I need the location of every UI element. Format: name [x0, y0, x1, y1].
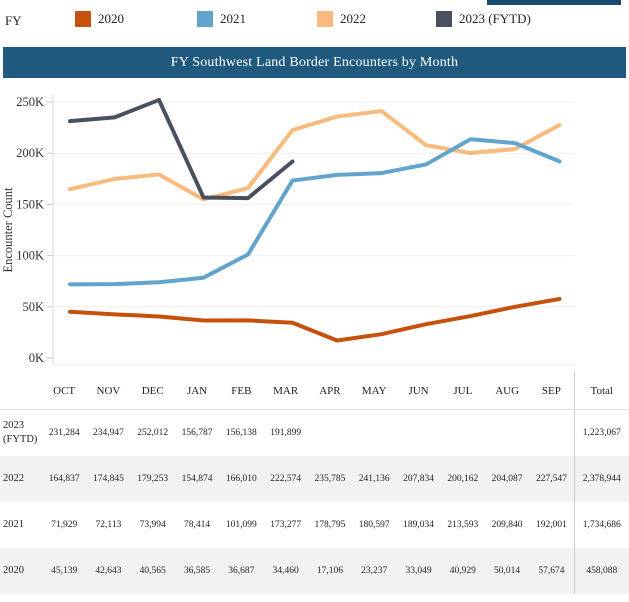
value-cell: 192,001: [535, 520, 567, 530]
value-cell: 156,138: [225, 428, 257, 438]
encounters-table: OCT NOV DEC JAN FEB MAR APR MAY JUN JUL AUG SEP Tota…: [0, 372, 629, 594]
value-cell: 40,565: [139, 566, 166, 576]
value-cell: 40,929: [449, 566, 476, 576]
table-row: 2022 164,837 174,845 179,253 154,874 166,010 2…: [0, 456, 629, 502]
value-cell: 189,034: [403, 520, 434, 530]
table-row: 2020 45,139 42,643 40,565 36,585 36,687 34,460…: [0, 548, 629, 594]
line-2020[interactable]: [68, 296, 562, 343]
month-header: OCT: [53, 384, 76, 397]
value-cell: 33,049: [405, 566, 432, 576]
table-header-row: OCT NOV DEC JAN FEB MAR APR MAY JUN JUL AUG SEP Tota…: [0, 372, 629, 410]
legend-item-2020[interactable]: 2020: [75, 11, 124, 27]
legend-swatch-2023: [436, 11, 452, 27]
month-header: JAN: [186, 384, 208, 397]
value-cell: 45,139: [51, 566, 78, 576]
month-header: APR: [319, 384, 341, 397]
table-row: 2023 (FYTD) 231,284 234,947 252,012 156,787 1…: [0, 410, 629, 456]
value-cell: 173,277: [270, 520, 302, 530]
legend-label-2020: 2020: [98, 11, 124, 26]
total-cell: 458,088: [573, 548, 629, 594]
line-2023[interactable]: [68, 97, 295, 201]
value-cell: 164,837: [48, 474, 80, 484]
month-header: FEB: [231, 384, 252, 397]
value-cell: 204,087: [491, 474, 523, 484]
value-cell: 34,460: [272, 566, 299, 576]
value-cell: 156,787: [181, 428, 213, 438]
legend-fy-label: FY: [5, 13, 22, 28]
value-cell: 23,237: [361, 566, 388, 576]
y-tick-label: 150K: [16, 197, 44, 211]
value-cell: 57,674: [538, 566, 565, 576]
row-label: 2021: [3, 519, 24, 531]
value-cell: 71,929: [51, 520, 78, 530]
month-header: NOV: [96, 384, 121, 397]
value-cell: 180,597: [358, 520, 390, 530]
y-tick-label: 250K: [16, 95, 44, 109]
value-cell: 200,162: [447, 474, 479, 484]
value-cell: 209,840: [491, 520, 523, 530]
cutoff-toolbar-strip: [487, 0, 621, 5]
value-cell: 213,593: [447, 520, 479, 530]
encounters-chart: 0K 50K 100K 150K 200K 250K Encounter Count: [1, 94, 575, 366]
value-cell: 36,585: [183, 566, 211, 576]
value-cell: 222,574: [270, 474, 302, 484]
value-cell: 179,253: [137, 474, 169, 484]
y-tick-label: 200K: [16, 146, 44, 160]
total-cell: 1,223,067: [573, 410, 629, 456]
value-cell: 73,994: [139, 520, 166, 530]
value-cell: 154,874: [181, 474, 213, 484]
y-tick-label: 0K: [29, 351, 44, 365]
legend-label-2021: 2021: [220, 11, 246, 26]
value-cell: 174,845: [93, 474, 124, 484]
line-2021[interactable]: [68, 137, 562, 287]
legend-item-2022[interactable]: 2022: [317, 11, 366, 27]
row-label: 2023 (FYTD): [3, 420, 38, 445]
month-header: DEC: [141, 384, 164, 397]
legend-swatch-2022: [317, 11, 333, 27]
value-cell: 78,414: [183, 520, 211, 530]
row-label: 2022: [3, 473, 24, 485]
legend-swatch-2020: [75, 11, 91, 27]
month-header: AUG: [495, 384, 520, 397]
month-header: JUL: [453, 384, 473, 397]
legend-swatch-2021: [197, 11, 213, 27]
value-cell: 234,947: [93, 428, 124, 438]
legend-label-2023: 2023 (FYTD): [459, 11, 531, 26]
month-header: JUN: [408, 384, 429, 397]
value-cell: 72,113: [95, 520, 122, 530]
chart-title-bar: FY Southwest Land Border Encounters by M…: [3, 47, 626, 78]
legend-item-2023[interactable]: 2023 (FYTD): [436, 11, 531, 27]
value-cell: 231,284: [48, 428, 80, 438]
total-cell: 2,378,944: [573, 456, 629, 502]
value-cell: 17,106: [316, 566, 343, 576]
chart-area: 0K 50K 100K 150K 200K 250K Encounter Count: [0, 80, 629, 372]
value-cell: 227,547: [535, 474, 567, 484]
table-row: 2021 71,929 72,113 73,994 78,414 101,099 173,2…: [0, 502, 629, 548]
y-tick-label: 50K: [22, 300, 44, 314]
value-cell: 235,785: [314, 474, 346, 484]
legend-label-2022: 2022: [340, 11, 366, 26]
legend-item-2021[interactable]: 2021: [197, 11, 246, 27]
row-label: 2020: [3, 565, 24, 577]
value-cell: 252,012: [137, 428, 169, 438]
line-2022[interactable]: [68, 109, 562, 202]
value-cell: 166,010: [225, 474, 257, 484]
y-tick-label: 100K: [16, 249, 44, 263]
value-cell: 191,899: [270, 428, 302, 438]
value-cell: 207,834: [403, 474, 434, 484]
value-cell: 178,795: [314, 520, 346, 530]
total-header: Total: [573, 372, 629, 409]
value-cell: 36,687: [228, 566, 255, 576]
month-header: SEP: [541, 384, 561, 397]
value-cell: 42,643: [95, 566, 122, 576]
value-cell: 101,099: [225, 520, 257, 530]
value-cell: 241,136: [358, 474, 390, 484]
month-header: MAY: [361, 384, 387, 397]
legend-bar: FY 2020 2021 2022 2023 (FYTD): [0, 0, 629, 44]
y-axis-title: Encounter Count: [1, 187, 15, 273]
value-cell: 50,014: [494, 566, 521, 576]
month-header: MAR: [273, 384, 299, 397]
total-cell: 1,734,686: [573, 502, 629, 548]
